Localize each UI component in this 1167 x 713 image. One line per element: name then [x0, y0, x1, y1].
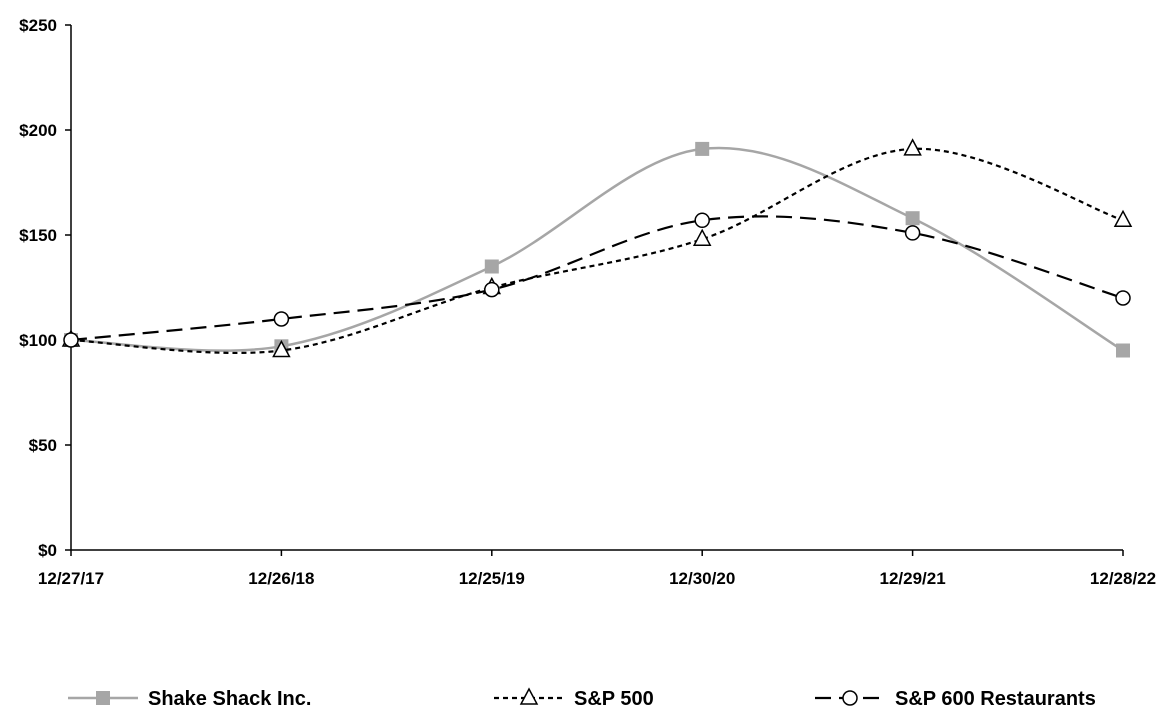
y-tick-label: $100	[19, 331, 57, 350]
y-tick-label: $0	[38, 541, 57, 560]
legend-item: Shake Shack Inc.	[68, 688, 311, 710]
legend-marker	[96, 691, 110, 705]
y-tick-label: $50	[29, 436, 57, 455]
y-tick-label: $200	[19, 121, 57, 140]
y-axis-ticks: $0 $50 $100 $150 $200 $250	[19, 16, 71, 560]
data-point	[694, 212, 710, 229]
data-point	[903, 138, 922, 156]
x-tick-label: 12/29/21	[880, 569, 946, 588]
data-point	[692, 228, 712, 246]
legend-label: S&P 600 Restaurants	[895, 688, 1096, 710]
data-point	[1115, 290, 1131, 306]
x-tick-label: 12/27/17	[38, 569, 104, 588]
x-axis-ticks: 12/27/17 12/26/18 12/25/19 12/30/20 12/29/21…	[38, 550, 1156, 588]
data-point	[1116, 343, 1130, 358]
data-point	[695, 141, 710, 156]
data-point	[63, 332, 79, 348]
data-point	[272, 339, 291, 358]
y-tick-label: $150	[19, 226, 57, 245]
data-point	[484, 281, 500, 298]
data-point	[1113, 209, 1133, 228]
series-line	[70, 215, 1124, 342]
series-2	[63, 212, 1131, 348]
y-tick-label: $250	[19, 16, 57, 35]
data-point	[905, 211, 920, 226]
legend-label: Shake Shack Inc.	[148, 688, 311, 710]
legend: Shake Shack Inc. S&P 500 S&P 600 Restauran…	[68, 687, 1096, 710]
x-tick-label: 12/30/20	[669, 569, 735, 588]
x-tick-label: 12/26/18	[248, 569, 314, 588]
legend-item: S&P 600 Restaurants	[815, 688, 1096, 710]
legend-item: S&P 500	[494, 687, 654, 710]
data-point	[484, 259, 499, 274]
series-group	[61, 138, 1133, 358]
data-point	[273, 311, 290, 327]
series-line	[70, 146, 1124, 352]
series-line	[70, 147, 1124, 355]
legend-label: S&P 500	[574, 688, 654, 710]
legend-marker	[519, 687, 539, 705]
x-tick-label: 12/25/19	[459, 569, 525, 588]
data-point	[904, 225, 921, 241]
x-tick-label: 12/28/22	[1090, 569, 1156, 588]
legend-marker	[842, 690, 858, 706]
